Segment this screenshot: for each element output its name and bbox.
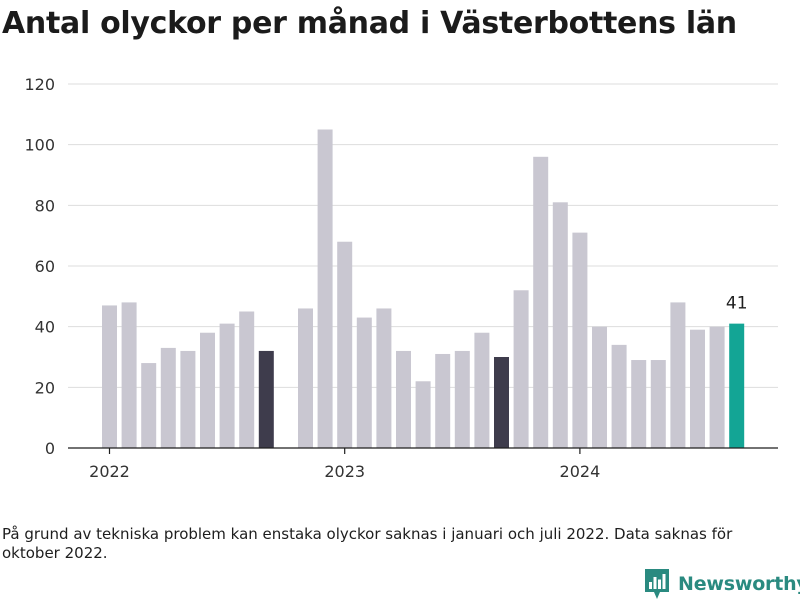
bar-2023-03: [376, 308, 392, 448]
bar-2023-12: [552, 202, 568, 448]
y-tick-label: 120: [24, 75, 55, 94]
bar-2022-07: [219, 323, 235, 448]
bar-2022-11: [298, 308, 313, 448]
x-axis: 2022 2023 2024: [68, 447, 778, 481]
bar-2024-04: [631, 360, 647, 448]
bar-2023-05: [415, 381, 431, 448]
bar-2023-06: [435, 353, 451, 448]
y-axis: 0 20 40 60 80 100 120: [24, 75, 55, 458]
y-tick-label: 60: [35, 257, 55, 276]
bar-2023-02: [356, 317, 372, 448]
bar-2024-08: [709, 326, 725, 448]
y-tick-label: 40: [35, 318, 55, 337]
chart-title: Antal olyckor per månad i Västerbottens …: [2, 6, 737, 41]
bar-2023-09: [494, 357, 509, 448]
bar-2024-07: [690, 329, 705, 448]
y-tick-label: 100: [24, 136, 55, 155]
bar-2022-04: [160, 347, 176, 448]
bar-2024-01: [572, 232, 588, 448]
annotations: 41: [726, 294, 748, 314]
x-tick-label: 2023: [324, 462, 365, 481]
bars: [102, 129, 745, 449]
bar-2022-08: [239, 311, 255, 448]
brand-name: Newsworthy: [678, 573, 800, 595]
brand: Newsworthy: [644, 568, 800, 600]
y-tick-label: 20: [35, 378, 55, 397]
bar-2024-05: [650, 360, 666, 448]
bar-2022-09: [258, 350, 274, 448]
bar-2023-08: [474, 332, 490, 448]
bar-2024-02: [592, 326, 607, 448]
bar-2022-05: [180, 350, 196, 448]
bar-2023-11: [533, 156, 549, 449]
bar-chart: 0 20 40 60 80 100 120 2022 2023 2024 41: [24, 75, 778, 481]
bar-2023-07: [454, 350, 470, 448]
bar-2022-01: [102, 305, 117, 448]
newsworthy-logo-icon: [645, 569, 669, 599]
bar-2024-03: [611, 344, 627, 448]
bar-2022-12: [317, 129, 333, 448]
y-tick-label: 80: [35, 196, 55, 215]
x-tick-label: 2022: [89, 462, 130, 481]
bar-2023-10: [513, 290, 529, 448]
bar-2023-01: [337, 241, 353, 448]
footnote: På grund av tekniska problem kan enstaka…: [2, 525, 733, 562]
data-label: 41: [726, 294, 748, 314]
bar-2023-04: [396, 350, 411, 448]
bar-2024-06: [670, 302, 686, 448]
bar-2022-03: [141, 363, 157, 448]
y-tick-label: 0: [45, 439, 55, 458]
x-tick-label: 2024: [560, 462, 601, 481]
bar-2022-02: [121, 302, 137, 448]
bar-2024-09: [729, 323, 745, 448]
bar-2022-06: [200, 332, 215, 448]
